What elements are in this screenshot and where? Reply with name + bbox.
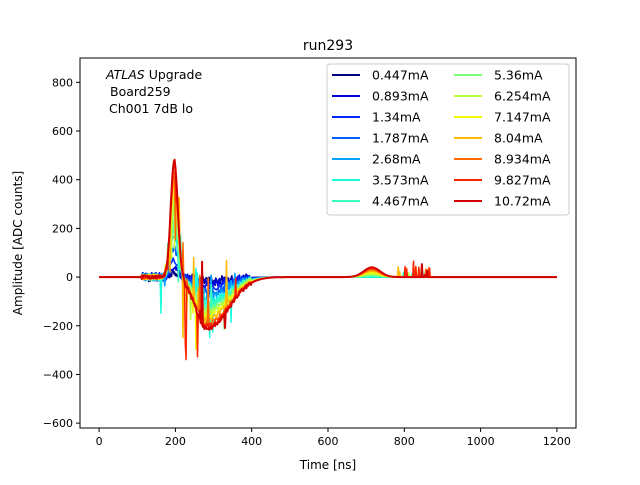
y-tick-label: −400 <box>43 368 73 381</box>
y-tick-label: 0 <box>66 271 73 284</box>
legend-label: 6.254mA <box>494 89 551 104</box>
legend-label: 5.36mA <box>494 68 543 83</box>
x-axis-label: Time [ns] <box>299 458 356 472</box>
y-tick-label: −600 <box>43 417 73 430</box>
legend-label: 2.68mA <box>372 152 421 167</box>
legend-label: 3.573mA <box>372 173 429 188</box>
legend-label: 9.827mA <box>494 173 551 188</box>
y-tick-label: 800 <box>52 76 73 89</box>
x-tick-label: 0 <box>96 435 103 448</box>
x-axis: 0 200 400 600 800 1000 1200 <box>96 428 571 448</box>
x-tick-label: 600 <box>318 435 339 448</box>
legend-label: 1.34mA <box>372 110 421 125</box>
legend-box <box>326 63 570 216</box>
legend-label: 0.447mA <box>372 68 429 83</box>
legend-label: 8.04mA <box>494 131 543 146</box>
y-tick-label: 200 <box>52 222 73 235</box>
legend-label: 1.787mA <box>372 131 429 146</box>
y-axis: −600 −400 −200 0 200 400 600 800 <box>43 76 80 430</box>
x-tick-label: 200 <box>165 435 186 448</box>
svg-text:ATLAS Upgrade: ATLAS Upgrade <box>105 67 202 82</box>
annotation-upgrade: Upgrade <box>145 67 203 82</box>
y-tick-label: −200 <box>43 320 73 333</box>
series-layer <box>98 158 558 361</box>
y-tick-label: 600 <box>52 125 73 138</box>
annotation-atlas: ATLAS <box>105 67 145 82</box>
annotation-channel: Ch001 7dB lo <box>109 101 193 116</box>
legend-label: 7.147mA <box>494 110 551 125</box>
x-tick-label: 1200 <box>543 435 571 448</box>
y-tick-label: 400 <box>52 174 73 187</box>
legend: 0.447mA 0.893mA 1.34mA 1.787mA 2.68mA 3.573mA… <box>326 63 570 216</box>
legend-label: 8.934mA <box>494 152 551 167</box>
x-tick-label: 400 <box>241 435 262 448</box>
x-tick-label: 800 <box>394 435 415 448</box>
y-axis-label: Amplitude [ADC counts] <box>11 171 25 315</box>
legend-label: 10.72mA <box>494 194 551 209</box>
legend-label: 4.467mA <box>372 194 429 209</box>
chart-title: run293 <box>303 38 353 54</box>
annotation-board: Board259 <box>110 84 171 99</box>
legend-label: 0.893mA <box>372 89 429 104</box>
series-line-10.72mA <box>98 158 558 331</box>
atlas-annotation: ATLAS Upgrade Board259 Ch001 7dB lo <box>105 67 202 116</box>
x-tick-label: 1000 <box>467 435 495 448</box>
